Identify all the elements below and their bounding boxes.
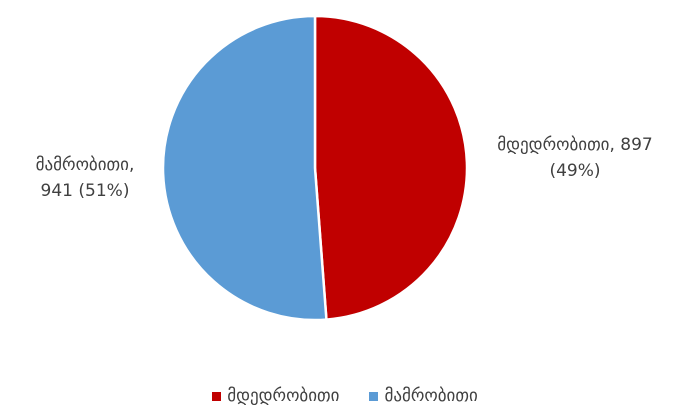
legend-label-female: მდედრობითი [227, 386, 340, 406]
pie-slice-female [313, 14, 469, 321]
pie-slice-male [161, 14, 328, 322]
legend-swatch-male [369, 391, 379, 401]
legend-item-female: მდედრობითი [212, 386, 339, 406]
data-label-female-line2: (49%) [549, 161, 601, 181]
legend-label-male: მამრობითი [384, 386, 478, 406]
data-label-male-line1: მამრობითი, [35, 155, 135, 175]
legend: მდედრობითი მამრობითი [0, 386, 690, 406]
legend-item-male: მამრობითი [369, 386, 478, 406]
data-label-female-line1: მდედრობითი, 897 [497, 135, 653, 155]
data-label-male: მამრობითი, 941 (51%) [0, 152, 170, 204]
data-label-female: მდედრობითი, 897 (49%) [470, 132, 680, 184]
legend-swatch-female [212, 391, 222, 401]
data-label-male-line2: 941 (51%) [40, 181, 130, 201]
